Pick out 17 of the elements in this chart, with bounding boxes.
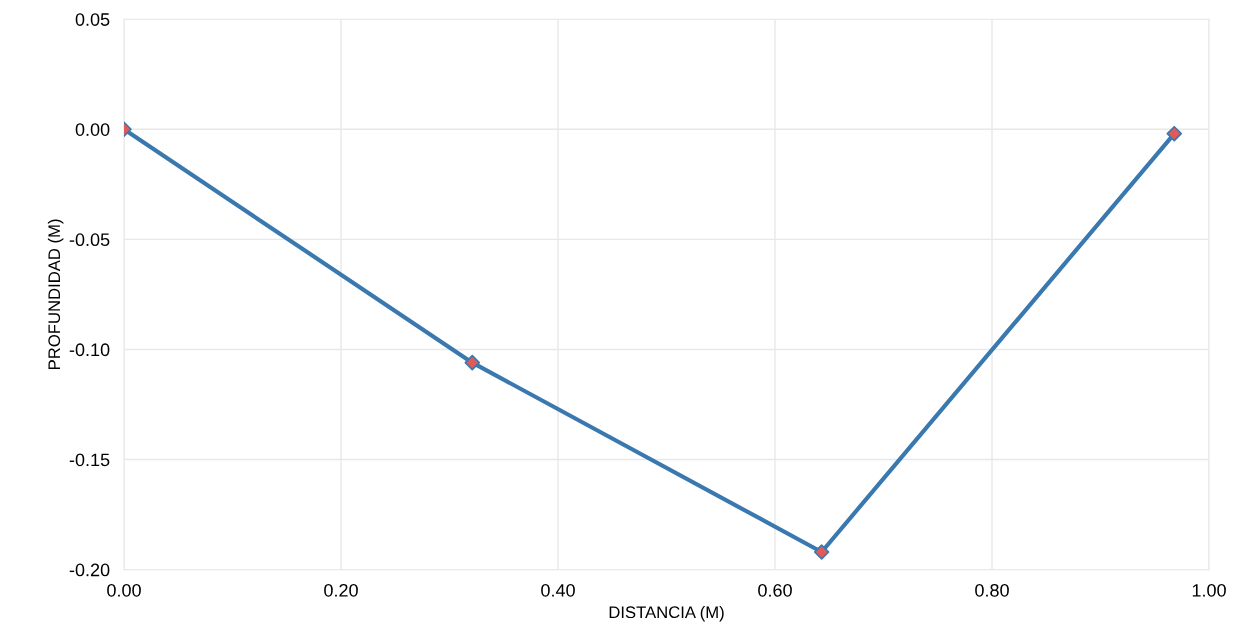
x-axis-title: DISTANCIA (M) [609,605,724,622]
y-tick-label: -0.15 [69,453,110,467]
x-tick-label: 0.60 [758,583,792,597]
point [813,544,830,560]
y-tick-label: -0.05 [69,233,110,247]
y-tick-label: 0.00 [75,123,110,136]
x-tick-label: 0.20 [324,583,358,597]
x-tick-label: 0.80 [975,583,1009,597]
x-tick-label: 0.40 [541,583,575,597]
point [1166,125,1183,142]
x-tick-label: 0.00 [107,583,141,597]
y-tick-label: -0.20 [69,563,110,577]
x-tick-label: 1.00 [1192,583,1226,597]
y-tick-label: -0.10 [69,343,110,357]
y-axis-title: PROFUNDIDAD (M) [47,219,64,369]
y-tick-label: 0.05 [75,13,110,26]
point [464,354,481,371]
